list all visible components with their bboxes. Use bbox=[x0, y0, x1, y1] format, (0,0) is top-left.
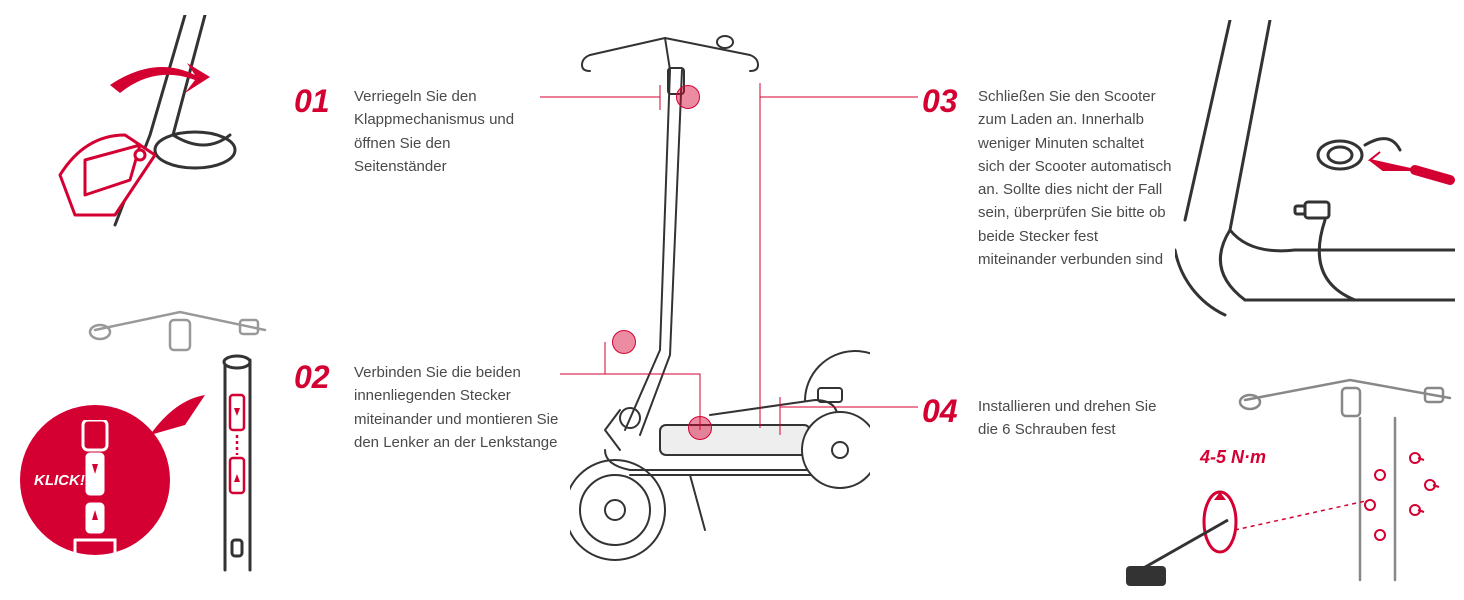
callout-bracket-04 bbox=[700, 395, 920, 455]
step-number-04: 04 bbox=[922, 393, 958, 430]
step-text-01: Verriegeln Sie den Klappmechanismus und … bbox=[354, 85, 544, 178]
step-number-01: 01 bbox=[294, 83, 330, 120]
step-number-02: 02 bbox=[294, 359, 330, 396]
illustration-screws-hexkey bbox=[1120, 370, 1460, 590]
step-number-03: 03 bbox=[922, 83, 958, 120]
callout-bracket-01 bbox=[540, 80, 700, 120]
callout-bracket-03 bbox=[700, 78, 920, 438]
step-text-03: Schließen Sie den Scooter zum Laden an. … bbox=[978, 85, 1173, 271]
step-text-02: Verbinden Sie die beiden innenliegenden … bbox=[354, 361, 564, 454]
torque-label: 4-5 N·m bbox=[1200, 447, 1266, 468]
callout-bracket-02 bbox=[560, 330, 720, 450]
illustration-fold-latch bbox=[55, 15, 250, 245]
klick-bubble-connector-art bbox=[65, 420, 125, 560]
illustration-charging-port bbox=[1175, 20, 1455, 320]
klick-bubble-tail bbox=[150, 395, 210, 445]
